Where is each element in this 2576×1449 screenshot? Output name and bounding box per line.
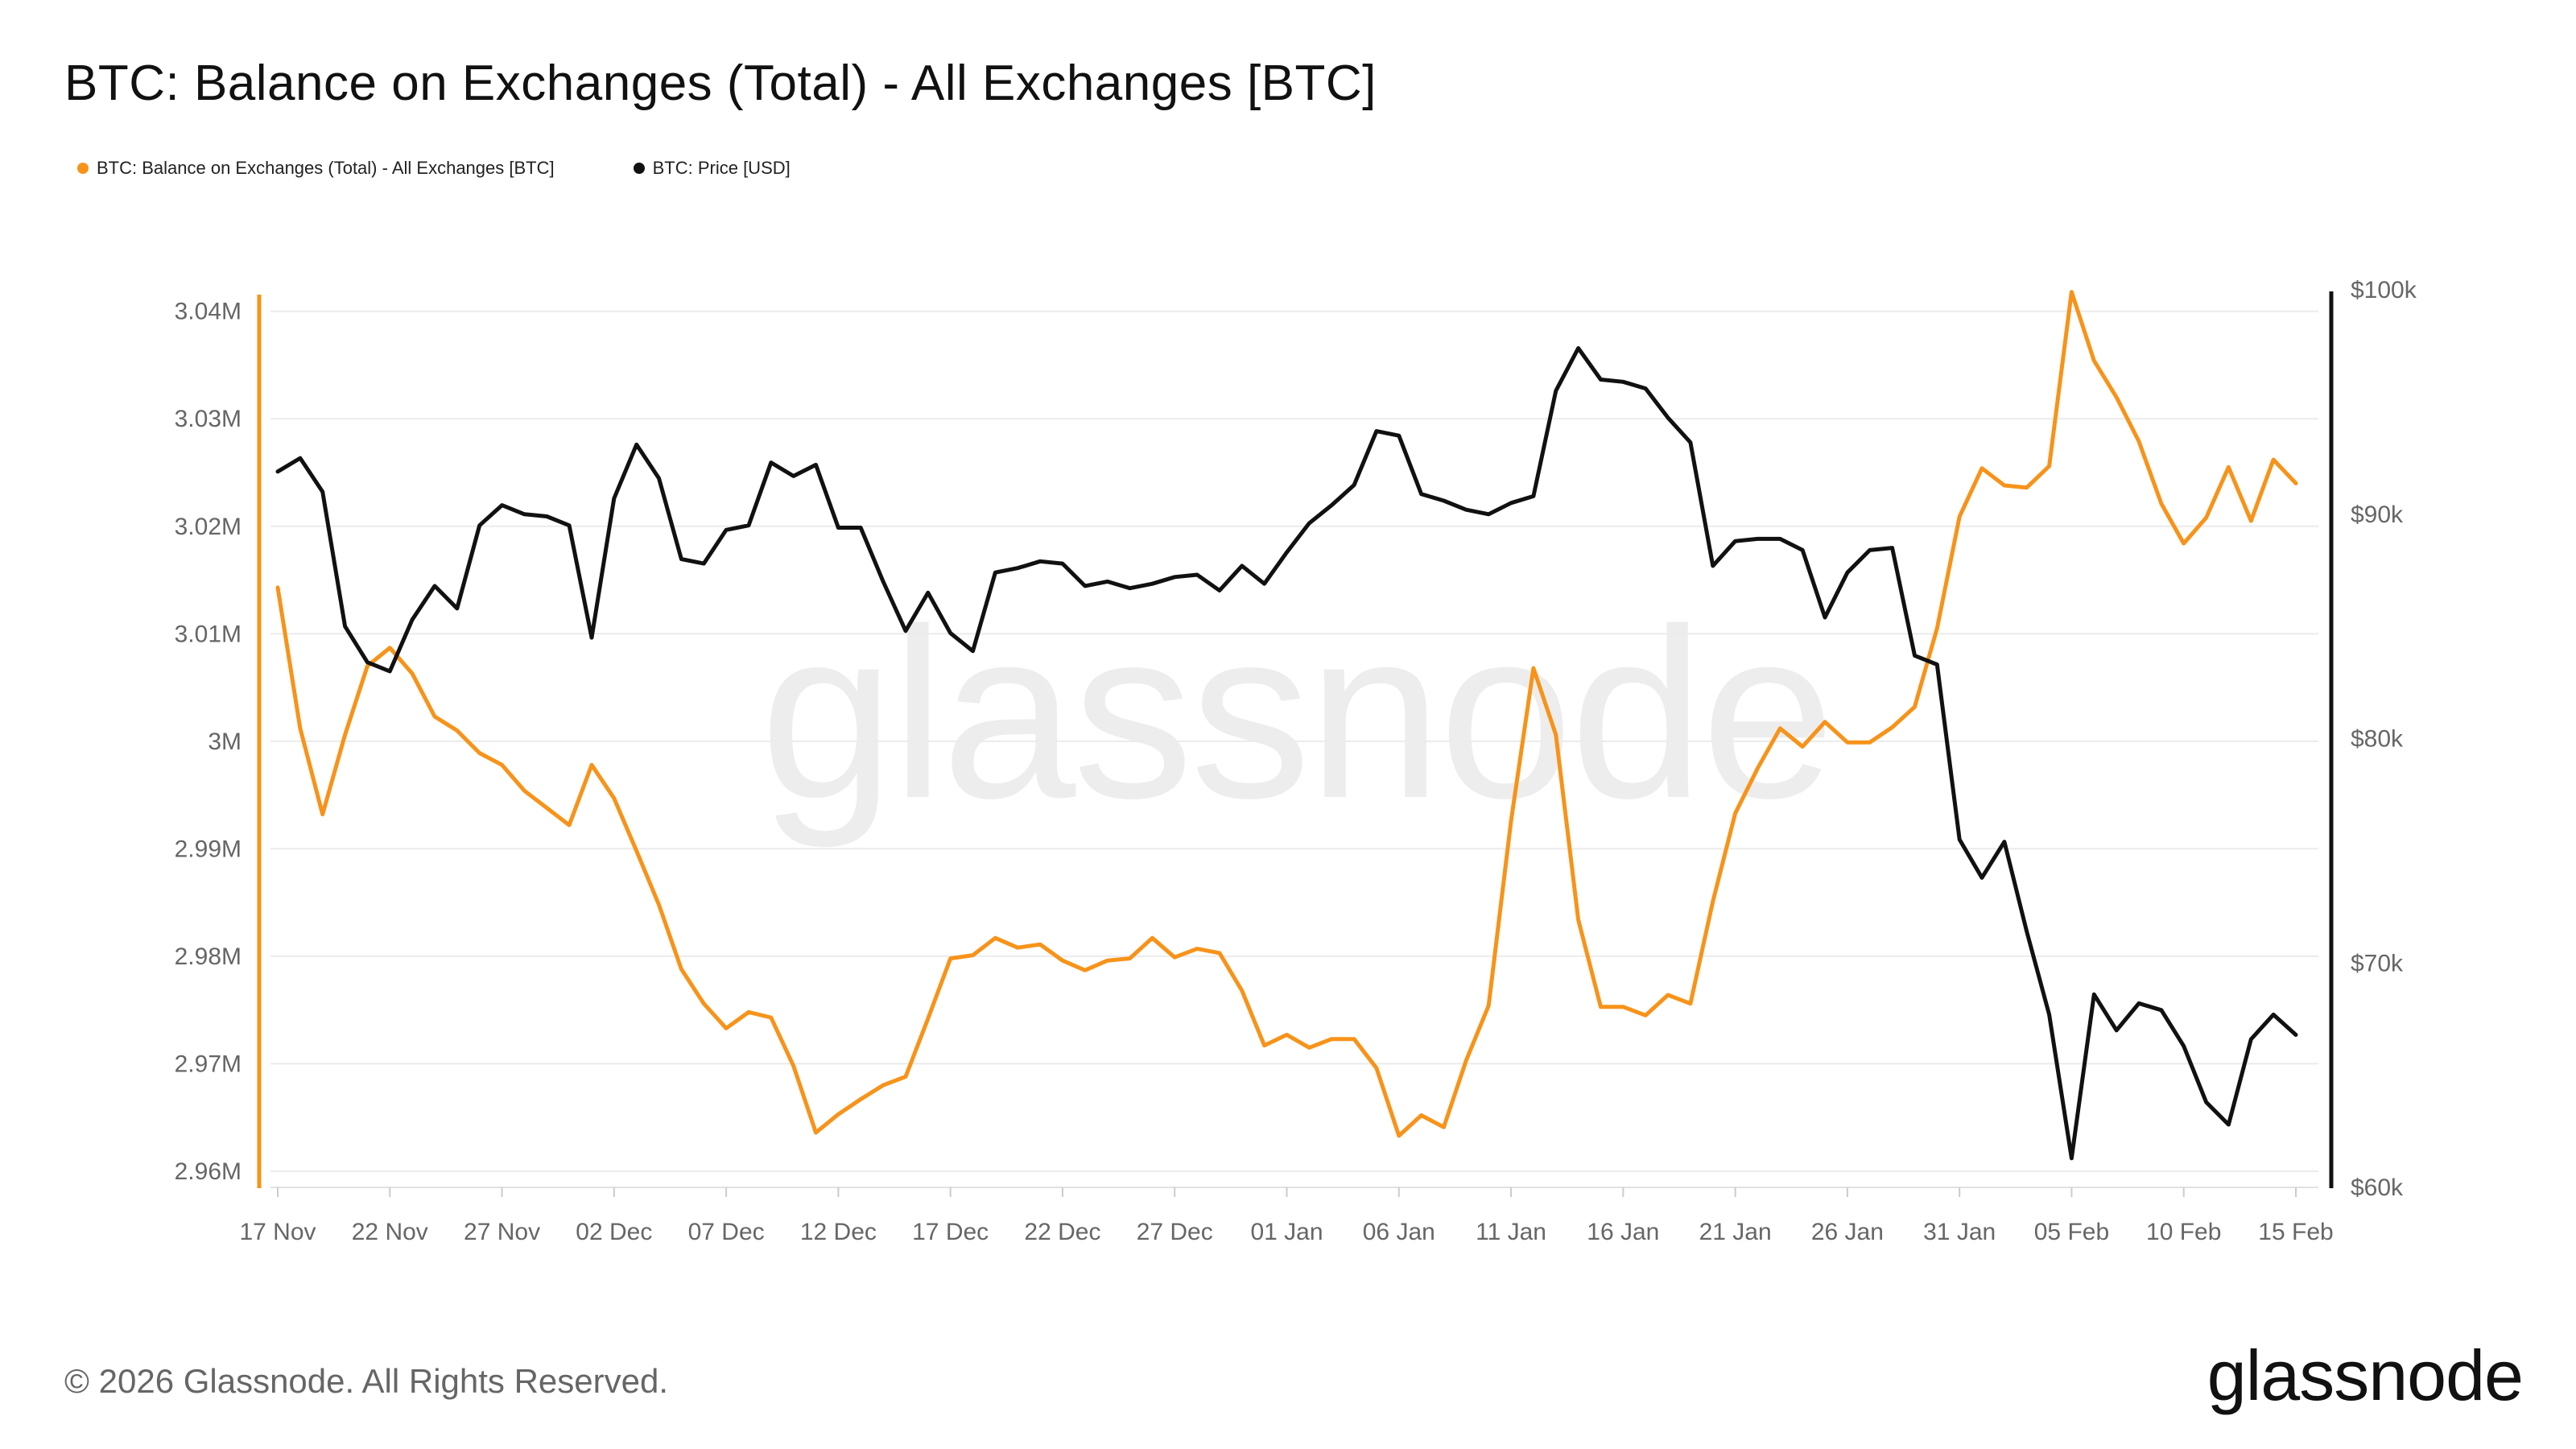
x-tick-label: 12 Dec	[800, 1219, 877, 1245]
y-left-tick-label: 3.04M	[175, 299, 242, 325]
x-tick-label: 17 Nov	[239, 1219, 316, 1245]
legend-label-balance: BTC: Balance on Exchanges (Total) - All …	[97, 158, 555, 178]
y-axis-right: $60k $70k $80k $90k $100k	[2329, 277, 2417, 1201]
y-right-tick-label: $90k	[2351, 502, 2404, 528]
x-tick-label: 10 Feb	[2146, 1219, 2221, 1245]
y-left-tick-label: 3.01M	[175, 621, 242, 647]
chart-legend: BTC: Balance on Exchanges (Total) - All …	[77, 158, 791, 179]
x-tick-label: 17 Dec	[912, 1219, 989, 1245]
y-left-tick-label: 2.96M	[175, 1158, 242, 1185]
series-line-price	[275, 346, 2298, 1161]
y-left-tick-label: 2.98M	[175, 943, 242, 970]
x-tick-label: 21 Jan	[1699, 1219, 1772, 1245]
y-left-tick-label: 2.99M	[175, 836, 242, 862]
x-tick-label: 27 Dec	[1137, 1219, 1213, 1245]
series-line-balance	[275, 290, 2298, 1138]
y-right-tick-label: $100k	[2351, 277, 2417, 303]
watermark-text: glassnode	[760, 578, 1832, 850]
x-tick-label: 01 Jan	[1250, 1219, 1323, 1245]
legend-dot-balance	[77, 163, 89, 174]
x-tick-label: 07 Dec	[688, 1219, 765, 1245]
x-tick-label: 06 Jan	[1363, 1219, 1435, 1245]
legend-item-balance[interactable]: BTC: Balance on Exchanges (Total) - All …	[77, 158, 555, 179]
legend-item-price[interactable]: BTC: Price [USD]	[633, 158, 791, 179]
glassnode-logo[interactable]: glassnode	[2207, 1335, 2524, 1415]
legend-label-price: BTC: Price [USD]	[652, 158, 791, 178]
x-tick-label: 11 Jan	[1476, 1219, 1546, 1245]
y-right-tick-label: $70k	[2351, 950, 2404, 976]
x-tick-label: 31 Jan	[1923, 1219, 1996, 1245]
y-left-tick-label: 3.03M	[175, 406, 242, 432]
x-tick-label: 27 Nov	[464, 1219, 540, 1245]
x-tick-label: 26 Jan	[1811, 1219, 1884, 1245]
x-axis: 17 Nov 22 Nov 27 Nov 02 Dec 07 Dec 12 Dec 17 D…	[239, 1187, 2334, 1245]
y-right-tick-label: $80k	[2351, 726, 2404, 753]
copyright-footer: © 2026 Glassnode. All Rights Reserved.	[64, 1362, 669, 1400]
legend-dot-price	[633, 163, 645, 174]
y-left-tick-label: 2.97M	[175, 1051, 242, 1077]
y-axis-left: 2.96M 2.97M 2.98M 2.99M 3M 3.01M 3.02M 3.03M 3.0…	[175, 295, 262, 1188]
y-left-tick-label: 3M	[208, 729, 242, 755]
gridlines	[270, 310, 2318, 1172]
y-left-tick-label: 3.02M	[175, 514, 242, 540]
x-tick-label: 22 Dec	[1024, 1219, 1100, 1245]
x-tick-label: 15 Feb	[2258, 1219, 2333, 1245]
x-tick-label: 02 Dec	[576, 1219, 652, 1245]
series-lines	[275, 290, 2298, 1161]
y-right-tick-label: $60k	[2351, 1174, 2404, 1201]
chart-title: BTC: Balance on Exchanges (Total) - All …	[64, 56, 1377, 111]
x-tick-label: 16 Jan	[1587, 1219, 1659, 1245]
x-tick-label: 22 Nov	[352, 1219, 428, 1245]
x-tick-label: 05 Feb	[2034, 1219, 2109, 1245]
